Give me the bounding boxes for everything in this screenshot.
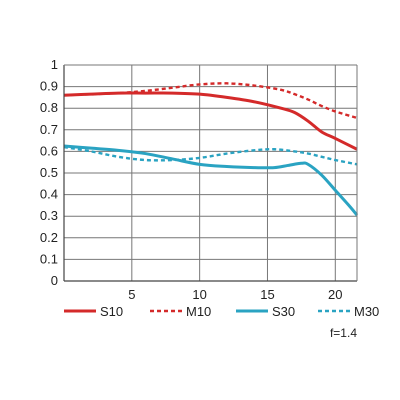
y-tick-label: 0	[51, 273, 58, 288]
legend-label-s10: S10	[100, 304, 123, 319]
legend-label-m30: M30	[354, 304, 379, 319]
aperture-annotation: f=1.4	[330, 326, 357, 340]
y-tick-label: 0.7	[40, 122, 58, 137]
y-tick-label: 1	[51, 57, 58, 72]
y-tick-label: 0.8	[40, 100, 58, 115]
y-tick-label: 0.9	[40, 79, 58, 94]
y-tick-label: 0.6	[40, 143, 58, 158]
y-tick-label: 0.1	[40, 251, 58, 266]
x-tick-label: 5	[128, 287, 135, 302]
y-tick-label: 0.3	[40, 208, 58, 223]
tick-labels: 00.10.20.30.40.50.60.70.80.915 10 15 20	[40, 57, 343, 302]
series-line-m30	[63, 145, 358, 166]
x-tick-label: 10	[192, 287, 206, 302]
y-tick-label: 0.5	[40, 165, 58, 180]
series-lines	[63, 82, 359, 217]
axes	[63, 64, 358, 282]
y-tick-label: 0.4	[40, 187, 58, 202]
legend-label-s30: S30	[272, 304, 295, 319]
series-line-s30	[63, 144, 359, 217]
series-line-m10	[63, 82, 358, 120]
x-tick-label: 20	[328, 287, 342, 302]
legend: S10 M10 S30 M30	[64, 304, 379, 319]
legend-label-m10: M10	[186, 304, 211, 319]
y-tick-label: 0.2	[40, 230, 58, 245]
x-tick-label: 15	[260, 287, 274, 302]
